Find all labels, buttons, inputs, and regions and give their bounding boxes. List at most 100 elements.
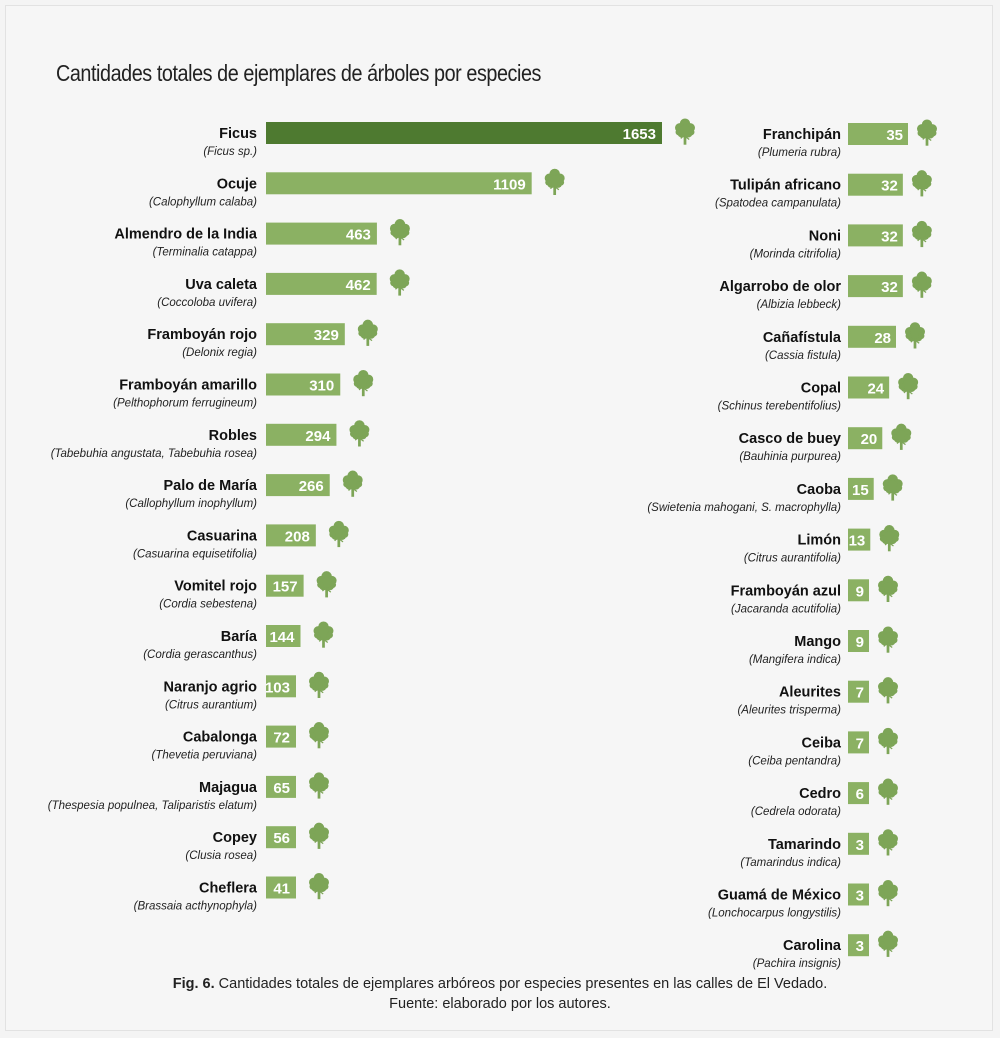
bar-group: 3 Carolina (Pachira insignis) xyxy=(753,930,898,970)
species-name: Uva caleta xyxy=(185,277,258,293)
species-scientific-name: (Thevetia peruviana) xyxy=(152,750,258,762)
species-name: Casco de buey xyxy=(739,431,841,447)
bar-value-label: 208 xyxy=(285,528,310,545)
species-name: Guamá de México xyxy=(718,888,841,904)
species-scientific-name: (Pelthophorum ferrugineum) xyxy=(113,398,257,410)
bar-group: 463 Almendro de la India (Terminalia catap… xyxy=(114,219,410,259)
bar xyxy=(848,680,869,703)
bar-value-label: 7 xyxy=(856,685,864,702)
species-name: Copal xyxy=(801,381,841,397)
tree-icon xyxy=(878,727,898,755)
tree-icon xyxy=(905,322,925,349)
bar-group: 20 Casco de buey (Bauhinia purpurea) xyxy=(739,423,912,463)
species-scientific-name: (Ceiba pentandra) xyxy=(748,755,841,767)
bar-group: 1653 Ficus (Ficus sp.) xyxy=(203,118,695,158)
bar-group: 28 Cañafístula (Cassia fistula) xyxy=(763,322,925,362)
bar xyxy=(848,832,869,855)
species-name: Almendro de la India xyxy=(114,227,258,243)
species-name: Franchipán xyxy=(763,127,841,143)
tree-icon xyxy=(917,119,937,146)
species-scientific-name: (Ficus sp.) xyxy=(203,146,257,158)
species-name: Caoba xyxy=(797,482,842,498)
species-scientific-name: (Calophyllum calaba) xyxy=(149,196,257,208)
species-scientific-name: (Casuarina equisetifolia) xyxy=(133,548,257,560)
species-scientific-name: (Tabebuhia angustata, Tabebuhia rosea) xyxy=(51,448,257,460)
bar-value-label: 3 xyxy=(856,888,864,905)
bar xyxy=(848,883,869,906)
tree-icon xyxy=(389,269,410,296)
tree-icon xyxy=(882,474,903,501)
bar-value-label: 463 xyxy=(346,227,371,244)
bar xyxy=(848,376,890,399)
bar-value-label: 144 xyxy=(269,629,295,646)
species-scientific-name: (Thespesia populnea, Taliparistis elatum… xyxy=(48,800,257,812)
species-scientific-name: (Schinus terebentifolius) xyxy=(718,401,842,413)
species-scientific-name: (Cordia sebestena) xyxy=(159,599,257,611)
species-name: Mango xyxy=(794,634,841,650)
tree-icon xyxy=(878,930,898,957)
species-name: Aleurites xyxy=(779,685,841,701)
tree-icon xyxy=(878,626,898,653)
bar xyxy=(848,325,896,348)
bar xyxy=(848,934,869,957)
bar xyxy=(848,782,869,805)
species-name: Cañafístula xyxy=(763,330,842,346)
bar xyxy=(848,224,903,247)
species-name: Majagua xyxy=(199,780,258,796)
tree-icon xyxy=(911,220,932,248)
species-name: Cheflera xyxy=(199,881,258,897)
bar-group: 1109 Ocuje (Calophyllum calaba) xyxy=(149,168,565,208)
bar-group: 56 Copey (Clusia rosea) xyxy=(185,822,329,862)
bar-value-label: 65 xyxy=(273,780,290,797)
bar xyxy=(266,524,316,547)
tree-icon xyxy=(309,772,329,799)
species-name: Tamarindo xyxy=(768,837,841,853)
species-scientific-name: (Albizia lebbeck) xyxy=(757,299,842,311)
bar xyxy=(266,272,377,295)
bar-value-label: 35 xyxy=(886,127,903,144)
tree-icon xyxy=(309,722,329,749)
caption-text: Cantidades totales de ejemplares arbóreo… xyxy=(214,976,828,992)
species-name: Limón xyxy=(798,533,842,549)
bar xyxy=(848,275,903,298)
bar xyxy=(266,172,532,195)
bar-value-label: 24 xyxy=(867,381,884,398)
species-name: Carolina xyxy=(783,938,842,954)
species-name: Framboyán amarillo xyxy=(119,378,257,394)
bar xyxy=(848,731,869,754)
tree-icon xyxy=(878,677,898,704)
bar-group: 3 Guamá de México (Lonchocarpus longystili… xyxy=(708,879,898,920)
species-scientific-name: (Citrus aurantium) xyxy=(165,699,257,711)
tree-icon xyxy=(878,879,898,907)
bar-group: 103 Naranjo agrio (Citrus aurantium) xyxy=(164,671,329,711)
species-name: Noni xyxy=(809,228,841,244)
tree-icon xyxy=(316,571,337,598)
tree-icon xyxy=(878,778,898,805)
species-name: Palo de María xyxy=(164,478,258,494)
bar xyxy=(266,876,296,899)
tree-icon xyxy=(357,319,378,346)
species-scientific-name: (Spatodea campanulata) xyxy=(715,198,841,210)
tree-icon xyxy=(891,423,912,450)
bar xyxy=(266,222,377,245)
tree-icon xyxy=(544,168,565,195)
species-scientific-name: (Cedrela odorata) xyxy=(751,806,841,818)
species-scientific-name: (Bauhinia purpurea) xyxy=(739,451,841,463)
bar-value-label: 294 xyxy=(305,428,331,445)
bar-value-label: 1653 xyxy=(623,126,656,143)
bar xyxy=(266,323,345,346)
bar-group: 266 Palo de María (Callophyllum inophyllum… xyxy=(125,470,363,510)
species-scientific-name: (Tamarindus indica) xyxy=(740,857,841,869)
bar-group: 32 Noni (Morinda citrifolia) xyxy=(750,220,932,260)
bar xyxy=(848,173,903,196)
bar-value-label: 13 xyxy=(849,533,866,550)
bar-value-label: 6 xyxy=(856,786,864,803)
tree-icon xyxy=(389,219,410,246)
bar-value-label: 266 xyxy=(299,478,324,495)
bar-value-label: 3 xyxy=(856,938,864,955)
bar-value-label: 103 xyxy=(265,679,290,696)
bar-group: 208 Casuarina (Casuarina equisetifolia) xyxy=(133,520,349,560)
bar-value-label: 1109 xyxy=(493,176,526,193)
bar xyxy=(848,528,871,551)
bar xyxy=(266,122,662,144)
